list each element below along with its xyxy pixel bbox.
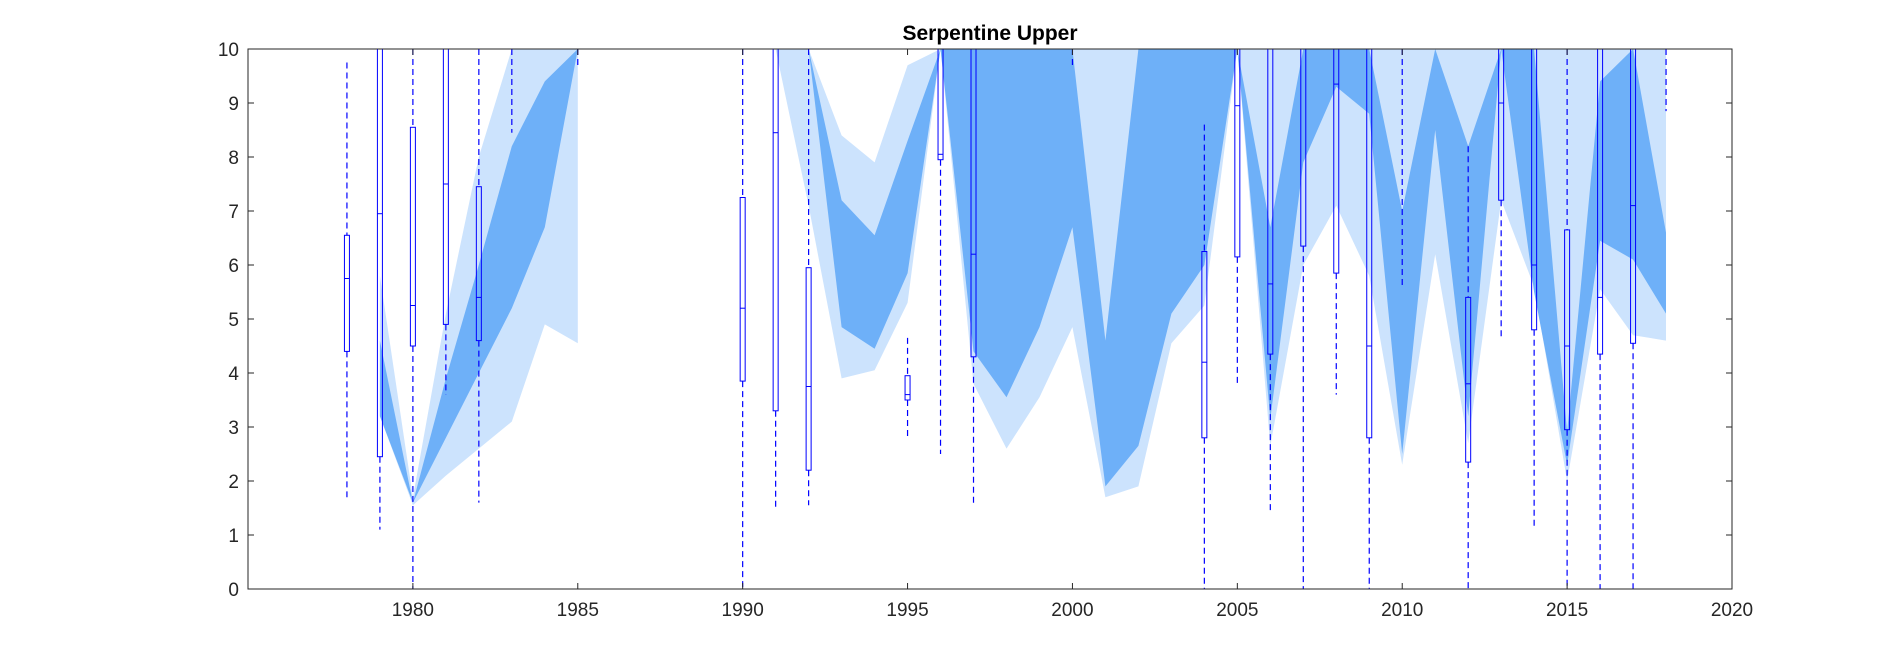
boxplot-2004 <box>1201 124 1208 589</box>
boxplot-1992 <box>805 49 812 506</box>
boxplot-2015 <box>1564 49 1571 589</box>
y-tick-label: 1 <box>228 526 239 547</box>
y-tick-label: 0 <box>228 580 239 601</box>
boxplot-layer <box>343 48 1667 589</box>
boxplot-1996 <box>937 48 944 454</box>
boxplot-1990 <box>739 49 746 589</box>
y-tick-label: 6 <box>228 256 239 277</box>
x-tick-label: 1995 <box>886 600 928 621</box>
x-tick-label: 1980 <box>392 600 434 621</box>
boxplot-box <box>1465 296 1472 463</box>
boxplot-2012 <box>1465 146 1472 589</box>
boxplot-box <box>772 48 779 412</box>
x-tick-label: 2005 <box>1216 600 1258 621</box>
x-tick-label: 2000 <box>1051 600 1093 621</box>
y-tick-label: 9 <box>228 94 239 115</box>
boxplot-2005 <box>1234 48 1241 384</box>
boxplot-box <box>1234 48 1241 258</box>
y-tick-label: 3 <box>228 418 239 439</box>
y-tick-label: 4 <box>228 364 239 385</box>
boxplot-1991 <box>772 48 779 511</box>
boxplot-box <box>442 48 449 325</box>
y-tick-label: 7 <box>228 202 239 223</box>
inner-band-segment-2 <box>808 49 1666 487</box>
x-tick-label: 1985 <box>557 600 599 621</box>
x-tick-label: 2010 <box>1381 600 1423 621</box>
boxplot-1982 <box>475 49 482 503</box>
y-tick-label: 2 <box>228 472 239 493</box>
boxplot-box <box>409 126 416 347</box>
boxplot-box <box>1201 251 1208 439</box>
boxplot-box <box>343 234 350 352</box>
boxplot-box <box>739 197 746 382</box>
band-layer <box>379 49 1666 506</box>
tick-layer: 1980 1985 1990 1995 2000 2005 2010 2015 2020 0 1 2 3… <box>218 40 1753 621</box>
y-tick-label: 8 <box>228 148 239 169</box>
boxplot-box <box>475 186 482 342</box>
boxplot-1980 <box>409 49 416 589</box>
x-tick-label: 2020 <box>1711 600 1753 621</box>
x-tick-label: 1990 <box>722 600 764 621</box>
boxplot-1995 <box>904 337 911 438</box>
y-tick-label: 5 <box>228 310 239 331</box>
boxplot-box <box>904 375 911 401</box>
boxplot-box <box>805 267 812 471</box>
chart-title: Serpentine Upper <box>902 22 1077 45</box>
x-tick-label: 2015 <box>1546 600 1588 621</box>
y-tick-label: 10 <box>218 40 239 61</box>
inner-band-segment-1 <box>379 49 578 503</box>
boxplot-1978 <box>343 62 350 498</box>
boxplot-box <box>1564 229 1571 431</box>
